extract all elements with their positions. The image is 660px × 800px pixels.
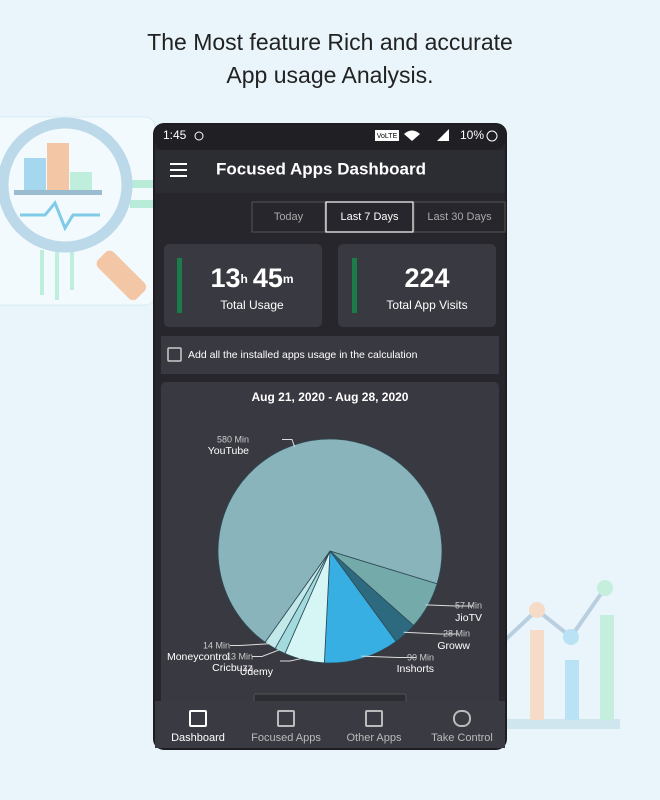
wifi-icon (404, 130, 420, 141)
checkbox-label: Add all the installed apps usage in the … (188, 349, 418, 361)
checkbox-row (161, 336, 499, 374)
checkbox[interactable] (167, 347, 182, 362)
tab-label: Last 7 Days (340, 211, 399, 223)
tab-label: Last 30 Days (427, 211, 492, 223)
pie-slice (323, 549, 397, 664)
total-visits-value: 224 (404, 263, 449, 293)
status-icon (375, 130, 399, 141)
nav-icon (365, 710, 383, 727)
nav-label: Take Control (431, 732, 493, 744)
slice-value-label: 13 Min (226, 651, 253, 661)
chart-title: Aug 21, 2020 - Aug 28, 2020 (252, 390, 409, 404)
leader-line (252, 648, 282, 657)
nav-icon (277, 710, 295, 727)
slice-value-label: 580 Min (217, 434, 249, 444)
nav-item[interactable]: Other Apps (346, 710, 402, 744)
nav-label: Other Apps (346, 732, 402, 744)
signal-icon (437, 129, 449, 141)
leader-line (230, 643, 272, 646)
slice-label: Cricbuzz (212, 662, 253, 674)
slice-value-label: 14 Min (203, 640, 230, 650)
stat-label: Total App Visits (386, 298, 467, 312)
headline: App usage Analysis. (226, 62, 433, 88)
total-usage-value: 13h 45m (210, 263, 293, 293)
tab[interactable] (251, 201, 326, 233)
stat-card (164, 244, 322, 327)
nav-label: Focused Apps (251, 732, 321, 744)
app-title: Focused Apps Dashboard (216, 159, 426, 178)
nav-item[interactable]: Take Control (431, 710, 493, 744)
stat-accent (352, 258, 357, 313)
status-time: 1:45 (163, 128, 187, 142)
slice-label: Moneycontrol (167, 651, 230, 663)
stat-accent (177, 258, 182, 313)
status-icon (194, 131, 204, 141)
nav-label: Dashboard (171, 732, 225, 744)
decoration (498, 580, 620, 729)
slice-label: Groww (437, 640, 470, 652)
stat-card (338, 244, 496, 327)
leader-line (280, 657, 305, 662)
slice-label: Inshorts (397, 663, 434, 675)
nav-item[interactable]: Focused Apps (251, 710, 321, 744)
slice-value-label: 28 Min (443, 628, 470, 638)
status-network: VoLTE (377, 133, 398, 140)
headline: The Most feature Rich and accurate (147, 29, 513, 55)
slice-label: YouTube (208, 445, 249, 457)
stat-label: Total Usage (220, 298, 284, 312)
leader-line (361, 655, 416, 658)
slice-value-label: 90 Min (407, 652, 434, 662)
decoration (0, 116, 156, 306)
tab[interactable] (325, 201, 414, 233)
slice-label: JioTV (455, 612, 482, 624)
leader-line (282, 439, 296, 448)
slice-value-label: 57 Min (455, 600, 482, 610)
status-battery: 10% (460, 128, 484, 142)
status-icon (486, 130, 498, 142)
nav-item[interactable]: Dashboard (171, 710, 225, 744)
nav-icon (453, 710, 471, 727)
bottom-nav (155, 701, 505, 748)
nav-icon (189, 710, 207, 727)
tab-label: Today (274, 211, 304, 223)
leader-line (425, 604, 473, 607)
leader-line (403, 631, 458, 635)
app-bar (155, 150, 505, 193)
status-bar (155, 125, 505, 150)
slice-label: Udemy (240, 666, 274, 678)
menu-button[interactable] (170, 163, 187, 177)
tab[interactable] (413, 201, 506, 233)
